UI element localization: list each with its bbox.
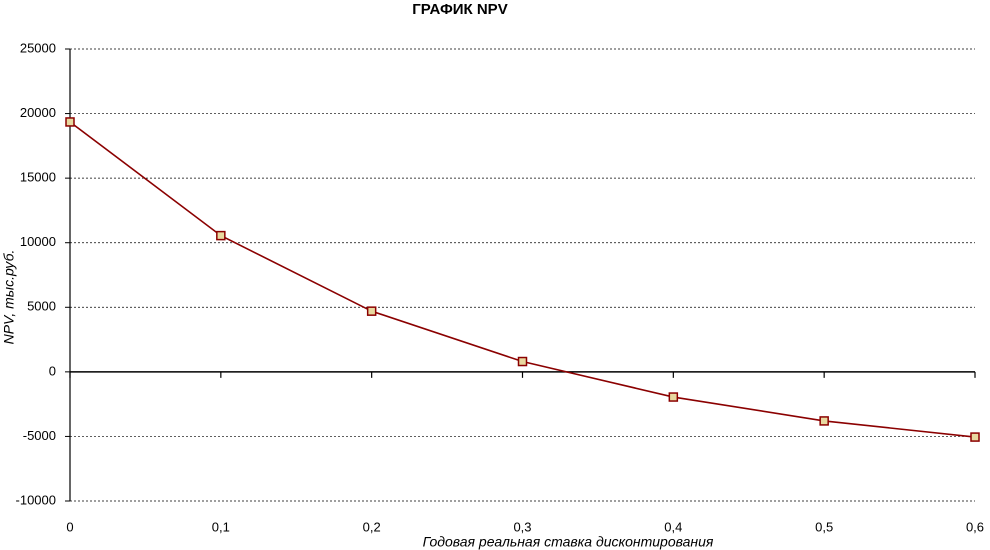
- x-tick-label: 0,3: [513, 519, 531, 534]
- marker: [366, 306, 377, 316]
- y-axis-title: NPV, тыс.руб.: [1, 250, 17, 345]
- x-tick-label: 0,1: [212, 519, 230, 534]
- x-tick-label: 0,2: [363, 519, 381, 534]
- marker: [668, 392, 679, 402]
- y-tick-label: -5000: [23, 428, 56, 443]
- line: [69, 121, 976, 438]
- y-tick-label: 20000: [20, 105, 56, 120]
- marker: [65, 117, 75, 127]
- chart-title: ГРАФИК NPV: [412, 1, 507, 18]
- marker: [517, 356, 528, 367]
- y-tick-label: 10000: [20, 234, 56, 249]
- x-axis-title: Годовая реальная ставка дисконтирования: [423, 534, 714, 550]
- x-tick-label: 0,6: [966, 519, 984, 534]
- y-tick-label: 25000: [20, 40, 56, 55]
- y-tick-label: -10000: [16, 492, 56, 507]
- y-tick-label: 0: [49, 363, 56, 378]
- x-tick-label: 0: [66, 519, 73, 534]
- y-tick-label: 15000: [20, 170, 56, 185]
- x-tick-label: 0,5: [815, 519, 833, 534]
- y-tick-label: 5000: [27, 299, 56, 314]
- marker: [216, 230, 226, 241]
- x-tick-label: 0,4: [664, 519, 682, 534]
- marker: [970, 432, 980, 442]
- marker: [819, 416, 829, 426]
